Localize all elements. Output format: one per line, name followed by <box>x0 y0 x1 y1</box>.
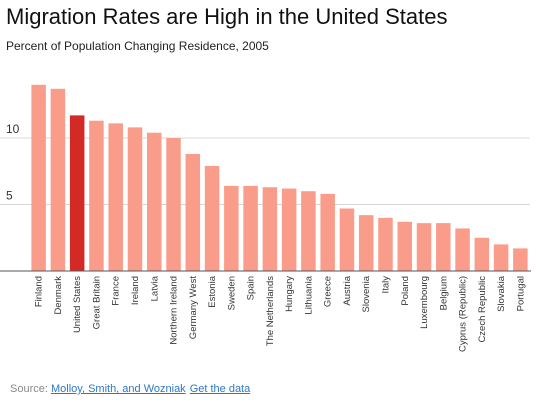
x-tick-label: Hungary <box>284 276 295 312</box>
x-tick-label: Latvia <box>149 275 160 301</box>
x-tick-label: Cyprus (Republic) <box>458 276 469 352</box>
bar-chart: 5 10 Finland Denmark United States Great Bri… <box>0 84 531 352</box>
source-label: Source: <box>10 383 48 395</box>
bar <box>281 188 297 271</box>
x-tick-label: Sweden <box>226 276 237 310</box>
x-tick-label: Poland <box>400 276 411 306</box>
x-tick-label: Ireland <box>130 276 141 305</box>
x-tick-label: Northern Ireland <box>169 276 180 345</box>
bar <box>513 248 528 271</box>
x-tick-label: Lithuania <box>303 275 314 314</box>
y-tick-label: 10 <box>6 122 20 136</box>
x-tick-label: Italy <box>380 276 391 294</box>
bar <box>436 223 451 271</box>
bar <box>262 187 278 271</box>
x-tick-label: The Netherlands <box>265 276 276 346</box>
x-tick-label: Luxembourg <box>419 276 430 329</box>
bar <box>204 165 220 271</box>
source-note: Source: Molloy, Smith, and Wozniak Get th… <box>10 383 250 395</box>
x-tick-label: France <box>111 276 122 306</box>
x-tick-label: Portugal <box>515 276 526 311</box>
bars <box>31 84 528 272</box>
x-tick-label: Great Britain <box>91 276 102 329</box>
bar <box>378 217 393 271</box>
bar <box>358 215 374 271</box>
bar <box>185 153 201 271</box>
x-tick-label: Czech Republic <box>477 276 488 343</box>
bar <box>127 127 143 271</box>
x-tick-label: Estonia <box>207 275 218 307</box>
source-authors-link[interactable]: Molloy, Smith, and Wozniak <box>50 383 186 395</box>
x-tick-label: Greece <box>323 276 334 307</box>
bar <box>493 244 509 271</box>
y-axis-tick-labels: 5 10 <box>6 122 20 203</box>
bar <box>108 123 123 272</box>
x-tick-label: United States <box>72 276 83 333</box>
x-tick-label: Germany West <box>188 276 199 340</box>
x-tick-label: Finland <box>34 276 45 307</box>
bar <box>243 185 258 271</box>
bar <box>224 185 239 271</box>
x-tick-label: Denmark <box>53 276 64 315</box>
bar <box>147 132 162 271</box>
bar <box>301 191 316 271</box>
bar <box>416 223 432 271</box>
bar <box>474 237 490 271</box>
chart-title: Migration Rates are High in the United S… <box>6 4 448 29</box>
x-tick-label: Slovakia <box>496 275 507 312</box>
bar <box>455 228 470 271</box>
x-tick-label: Spain <box>246 276 257 300</box>
bar <box>166 138 181 271</box>
y-tick-label: 5 <box>6 189 13 203</box>
get-the-data-link[interactable]: Get the data <box>189 383 251 395</box>
x-tick-label: Belgium <box>438 276 449 310</box>
bar <box>89 120 104 272</box>
x-axis-tick-labels: Finland Denmark United States Great Britain… <box>34 275 527 352</box>
chart-subtitle: Percent of Population Changing Residence… <box>6 39 269 53</box>
bar <box>397 221 412 271</box>
bar <box>31 84 46 271</box>
bar <box>339 208 355 271</box>
bar <box>320 193 335 271</box>
bar <box>50 88 66 271</box>
bar <box>69 115 85 271</box>
x-tick-label: Austria <box>342 275 353 305</box>
x-tick-label: Slovenia <box>361 275 372 312</box>
